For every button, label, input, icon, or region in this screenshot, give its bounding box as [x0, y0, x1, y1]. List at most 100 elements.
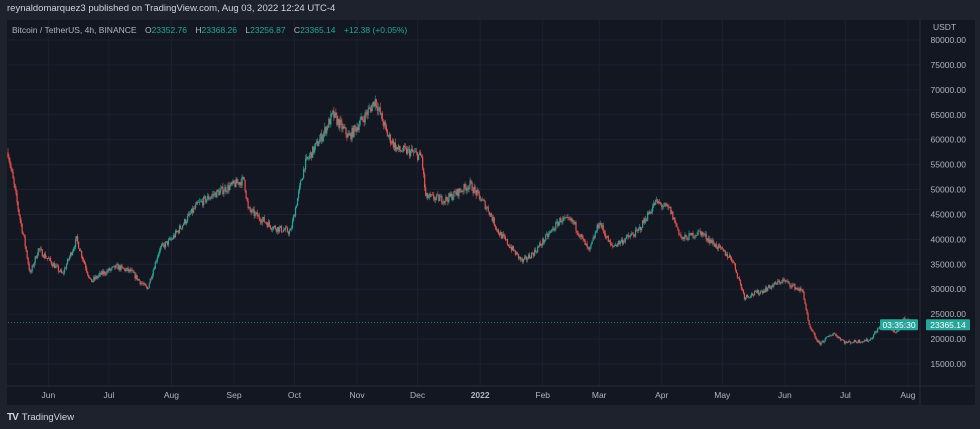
candle-up: [624, 238, 627, 242]
candle-down: [804, 299, 806, 304]
candle-down: [490, 213, 492, 217]
candle-up: [561, 221, 563, 223]
candle-down: [114, 265, 116, 269]
tradingview-logo[interactable]: TV TradingView: [7, 412, 74, 423]
candle-up: [254, 212, 256, 216]
candle-down: [610, 244, 612, 246]
candle-down: [437, 194, 439, 196]
candle-up: [453, 191, 455, 198]
candle-up: [347, 133, 349, 138]
candle-down: [446, 197, 448, 200]
candle-down: [742, 289, 745, 294]
candle-down: [571, 218, 573, 222]
candle-up: [837, 337, 839, 338]
candle-up: [130, 269, 132, 272]
candle-down: [541, 245, 543, 246]
candle-up: [334, 112, 336, 118]
candle-up: [574, 222, 576, 224]
candle-down: [28, 263, 30, 271]
candle-up: [358, 125, 360, 131]
candle-up: [112, 266, 114, 268]
x-tick-label: Jun: [778, 390, 792, 400]
candle-down: [245, 190, 247, 198]
candle-down: [127, 267, 129, 272]
candle-down: [263, 217, 265, 223]
candle-down: [243, 176, 245, 180]
candle-down: [683, 237, 685, 240]
candle-up: [689, 233, 691, 234]
candle-down: [790, 286, 792, 288]
candle-up: [664, 203, 666, 207]
candle-down: [50, 261, 52, 265]
candle-up: [542, 239, 544, 246]
chart-panel[interactable]: [7, 20, 975, 405]
candle-down: [726, 253, 728, 258]
candle-up: [297, 191, 300, 199]
candle-down: [420, 152, 422, 156]
candle-up: [310, 152, 312, 156]
candle-down: [60, 269, 63, 273]
candle-up: [242, 176, 244, 178]
candle-down: [27, 258, 29, 264]
candle-down: [250, 210, 252, 213]
candle-down: [381, 113, 383, 122]
candle-up: [193, 208, 195, 213]
candle-down: [86, 268, 88, 272]
candle-down: [602, 225, 604, 231]
candle-down: [124, 268, 126, 272]
candle-down: [893, 329, 895, 332]
candle-down: [57, 266, 60, 272]
candle-up: [113, 265, 115, 267]
candle-up: [826, 336, 828, 338]
candle-up: [255, 212, 257, 213]
candle-down: [427, 193, 429, 199]
candle-down: [390, 143, 392, 144]
candle-up: [874, 332, 876, 335]
candle-up: [72, 248, 75, 252]
candle-down: [715, 243, 717, 248]
candle-up: [413, 151, 416, 153]
candle-down: [895, 332, 897, 333]
candle-down: [228, 185, 230, 191]
candle-up: [106, 270, 108, 275]
candle-up: [518, 256, 521, 259]
candle-up: [261, 219, 263, 223]
candle-down: [357, 127, 359, 131]
candle-down: [553, 228, 555, 231]
x-tick-label: May: [714, 390, 731, 400]
candle-down: [675, 223, 677, 224]
candle-down: [623, 240, 626, 242]
candle-up: [546, 233, 548, 235]
candle-up: [303, 168, 305, 179]
candle-up: [101, 271, 103, 275]
candle-up: [108, 268, 110, 272]
candle-up: [115, 264, 117, 269]
candle-up: [538, 246, 540, 248]
candle-down: [603, 230, 605, 234]
candle-down: [233, 180, 235, 184]
candle-down: [84, 261, 86, 265]
candle-down: [800, 288, 802, 290]
candle-down: [189, 213, 191, 215]
candle-up: [383, 121, 385, 127]
candle-up: [367, 108, 369, 115]
candle-down: [370, 108, 372, 112]
candle-up: [872, 337, 874, 339]
candle-down: [38, 248, 40, 250]
candle-down: [83, 259, 85, 262]
candle-down: [754, 291, 757, 292]
candle-down: [758, 290, 760, 295]
candle-down: [734, 263, 737, 270]
candle-up: [176, 230, 179, 232]
publish-info: reynaldomarquez3 published on TradingVie…: [7, 3, 336, 14]
candle-down: [184, 219, 187, 224]
candle-down: [482, 199, 484, 201]
x-tick-label: Mar: [592, 390, 607, 400]
candle-down: [668, 205, 670, 208]
candle-up: [556, 221, 558, 223]
candle-down: [283, 229, 286, 231]
candle-up: [98, 274, 100, 277]
candle-up: [616, 244, 618, 247]
candle-down: [495, 227, 497, 230]
